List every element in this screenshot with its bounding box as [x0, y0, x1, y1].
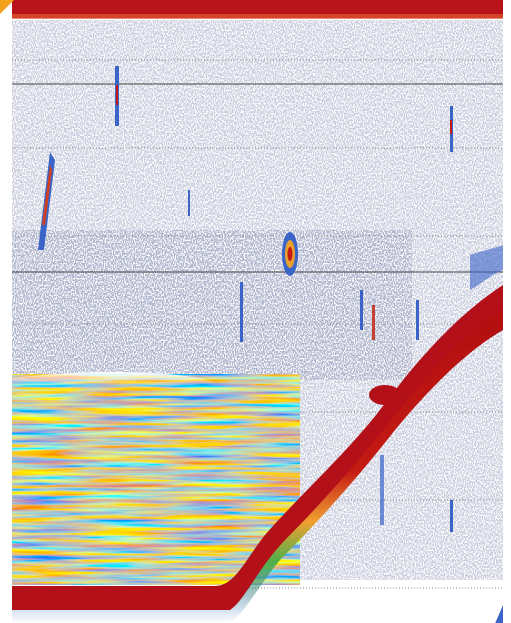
- seabed: [12, 285, 503, 610]
- target: [360, 290, 363, 330]
- surface-edge: [12, 14, 503, 19]
- target: [450, 120, 452, 134]
- target: [372, 305, 375, 340]
- target: [188, 190, 190, 216]
- target: [450, 500, 453, 532]
- corner-mark: [0, 0, 14, 14]
- school-fade: [12, 372, 300, 470]
- noise-dense: [12, 230, 412, 380]
- target: [287, 247, 293, 261]
- surface-band: [12, 0, 503, 18]
- target: [240, 282, 243, 342]
- target: [495, 605, 503, 623]
- fish-targets: [38, 66, 503, 623]
- seabed-bump: [369, 385, 401, 405]
- target: [380, 455, 384, 525]
- target: [42, 165, 52, 225]
- target: [416, 300, 419, 340]
- slope-edge: [470, 245, 503, 290]
- target: [116, 85, 118, 105]
